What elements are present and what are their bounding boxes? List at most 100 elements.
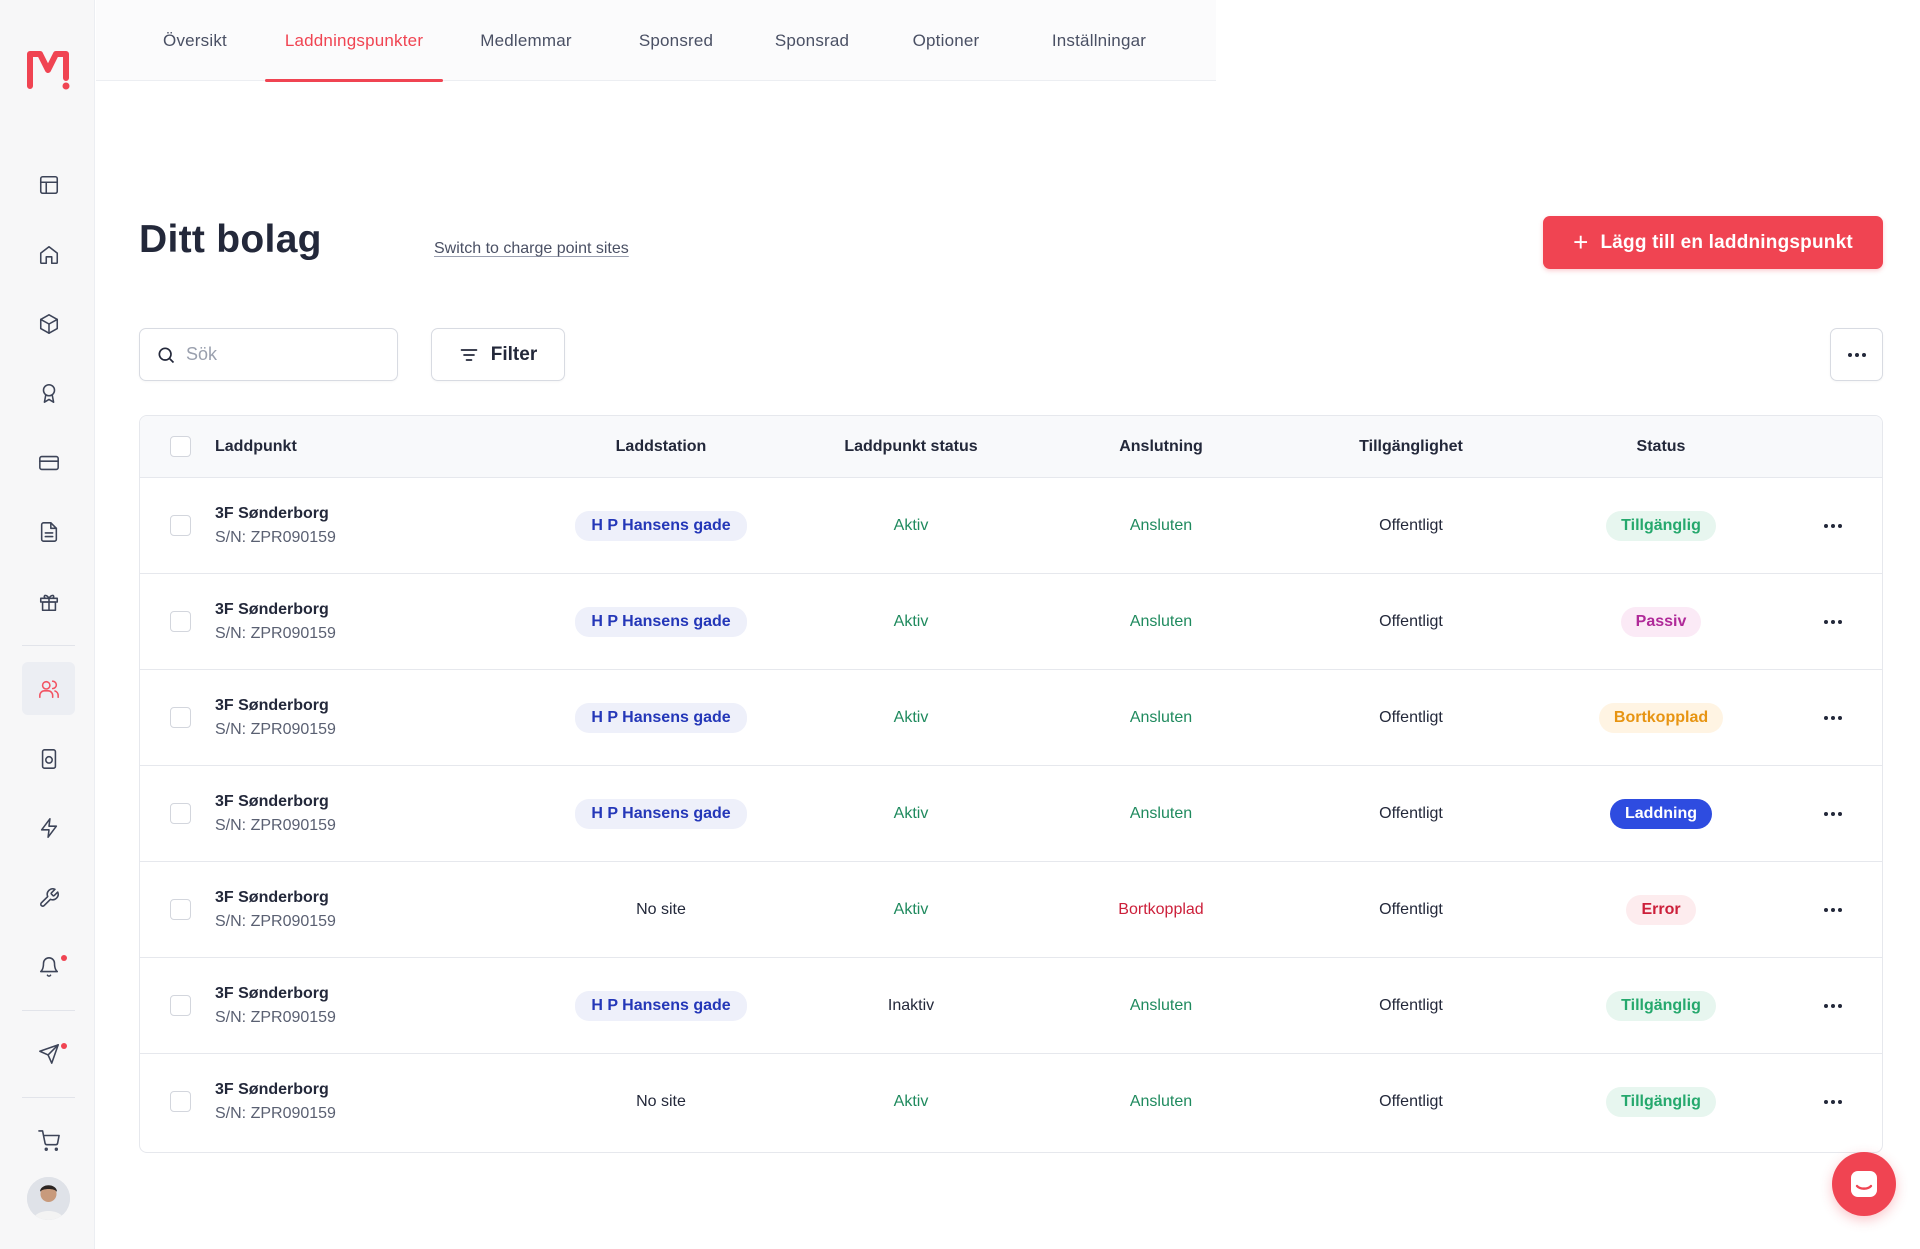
row-checkbox[interactable] — [170, 995, 191, 1016]
charge-point-name[interactable]: 3F Sønderborg — [215, 985, 329, 1002]
users-icon[interactable] — [22, 662, 75, 715]
bell-icon[interactable] — [22, 940, 75, 993]
tab-oversikt[interactable]: Översikt — [163, 30, 227, 50]
notification-dot — [61, 955, 67, 961]
status-cell: Passiv — [1546, 574, 1776, 670]
tab-optioner[interactable]: Optioner — [912, 30, 980, 50]
row-more-button[interactable] — [1818, 478, 1848, 574]
tab-medlemmar[interactable]: Medlemmar — [480, 30, 572, 50]
charge-point-serial: S/N: ZPR090159 — [215, 1009, 336, 1026]
document-icon[interactable] — [22, 505, 75, 558]
station-pill[interactable]: H P Hansens gade — [575, 799, 747, 829]
row-checkbox[interactable] — [170, 899, 191, 920]
layout-icon[interactable] — [22, 158, 75, 211]
charge-point-serial: S/N: ZPR090159 — [215, 721, 336, 738]
filter-button[interactable]: Filter — [431, 328, 565, 381]
row-checkbox[interactable] — [170, 611, 191, 632]
station-pill[interactable]: H P Hansens gade — [575, 607, 747, 637]
availability-text: Offentligt — [1379, 1093, 1443, 1110]
sidebar — [0, 0, 95, 1249]
select-all-checkbox[interactable] — [170, 436, 191, 457]
row-more-button[interactable] — [1818, 574, 1848, 670]
laddstation-cell: H P Hansens gade — [546, 958, 776, 1054]
tab-laddningspunkter[interactable]: Laddningspunkter — [265, 0, 443, 82]
table-row[interactable]: 3F Sønderborg S/N: ZPR090159 H P Hansens… — [140, 574, 1882, 670]
station-pill[interactable]: H P Hansens gade — [575, 703, 747, 733]
tab-installningar[interactable]: Inställningar — [1051, 30, 1147, 50]
search-input[interactable] — [186, 344, 376, 365]
station-pill[interactable]: H P Hansens gade — [575, 991, 747, 1021]
charge-point-name[interactable]: 3F Sønderborg — [215, 505, 329, 522]
laddpunkt-cell: 3F Sønderborg S/N: ZPR090159 — [215, 574, 336, 670]
row-checkbox[interactable] — [170, 803, 191, 824]
charge-point-name[interactable]: 3F Sønderborg — [215, 697, 329, 714]
credit-card-icon[interactable] — [22, 436, 75, 489]
table-row[interactable]: 3F Sønderborg S/N: ZPR090159 No site Akt… — [140, 862, 1882, 958]
table-row[interactable]: 3F Sønderborg S/N: ZPR090159 H P Hansens… — [140, 670, 1882, 766]
cart-icon[interactable] — [22, 1114, 75, 1167]
cp-status-text: Aktiv — [893, 613, 929, 630]
row-checkbox[interactable] — [170, 1091, 191, 1112]
availability-text: Offentligt — [1379, 901, 1443, 918]
charge-points-table: Laddpunkt Laddstation Laddpunkt status A… — [139, 415, 1883, 1153]
award-icon[interactable] — [22, 366, 75, 419]
column-header-tillganglighet[interactable]: Tillgänglighet — [1359, 438, 1463, 455]
laddstation-cell: H P Hansens gade — [546, 670, 776, 766]
column-header-laddstation[interactable]: Laddstation — [615, 438, 707, 455]
top-tabs: Översikt Laddningspunkter Medlemmar Spon… — [96, 0, 1216, 82]
more-horizontal-icon — [1847, 352, 1866, 357]
tab-sponsrad[interactable]: Sponsrad — [774, 30, 850, 50]
laddpunkt-cell: 3F Sønderborg S/N: ZPR090159 — [215, 958, 336, 1054]
status-badge: Tillgänglig — [1606, 511, 1716, 541]
sidebar-divider — [22, 645, 75, 646]
column-header-laddpunkt[interactable]: Laddpunkt — [215, 438, 297, 455]
station-pill[interactable]: H P Hansens gade — [575, 511, 747, 541]
lightning-icon[interactable] — [22, 801, 75, 854]
send-icon[interactable] — [22, 1027, 75, 1080]
availability-text: Offentligt — [1379, 709, 1443, 726]
table-row[interactable]: 3F Sønderborg S/N: ZPR090159 No site Akt… — [140, 1054, 1882, 1150]
device-icon[interactable] — [22, 732, 75, 785]
switch-to-sites-link[interactable]: Switch to charge point sites — [434, 240, 629, 257]
sidebar-divider — [22, 1097, 75, 1098]
charge-point-name[interactable]: 3F Sønderborg — [215, 1081, 329, 1098]
row-more-button[interactable] — [1818, 766, 1848, 862]
more-horizontal-icon — [1824, 524, 1842, 528]
row-checkbox[interactable] — [170, 515, 191, 536]
column-header-laddpunkt-status[interactable]: Laddpunkt status — [844, 438, 978, 455]
row-more-button[interactable] — [1818, 1054, 1848, 1150]
m-logo-icon[interactable] — [26, 48, 70, 90]
charge-point-name[interactable]: 3F Sønderborg — [215, 601, 329, 618]
charge-point-name[interactable]: 3F Sønderborg — [215, 793, 329, 810]
table-row[interactable]: 3F Sønderborg S/N: ZPR090159 H P Hansens… — [140, 958, 1882, 1054]
more-options-button[interactable] — [1830, 328, 1883, 381]
column-header-anslutning[interactable]: Anslutning — [1119, 438, 1203, 455]
avatar[interactable] — [27, 1177, 70, 1220]
status-cell: Tillgänglig — [1546, 1054, 1776, 1150]
add-charge-point-button[interactable]: + Lägg till en laddningspunkt — [1543, 216, 1883, 269]
chat-button[interactable] — [1832, 1152, 1896, 1216]
charge-point-name[interactable]: 3F Sønderborg — [215, 889, 329, 906]
tab-sponsred[interactable]: Sponsred — [638, 30, 714, 50]
table-row[interactable]: 3F Sønderborg S/N: ZPR090159 H P Hansens… — [140, 478, 1882, 574]
box-icon[interactable] — [22, 297, 75, 350]
table-row[interactable]: 3F Sønderborg S/N: ZPR090159 H P Hansens… — [140, 766, 1882, 862]
connection-text: Ansluten — [1129, 709, 1193, 726]
row-more-button[interactable] — [1818, 958, 1848, 1054]
row-more-button[interactable] — [1818, 862, 1848, 958]
laddstation-cell: H P Hansens gade — [546, 478, 776, 574]
plus-icon: + — [1573, 226, 1589, 257]
station-text: No site — [636, 901, 686, 918]
column-header-status[interactable]: Status — [1636, 438, 1686, 455]
wrench-icon[interactable] — [22, 871, 75, 924]
page-title: Ditt bolag — [139, 218, 322, 261]
status-badge: Bortkopplad — [1598, 703, 1724, 733]
search-box[interactable] — [139, 328, 398, 381]
home-icon[interactable] — [22, 228, 75, 281]
status-cell: Error — [1546, 862, 1776, 958]
gift-icon[interactable] — [22, 575, 75, 628]
row-checkbox[interactable] — [170, 707, 191, 728]
connection-text: Ansluten — [1129, 997, 1193, 1014]
cp-status-text: Aktiv — [893, 709, 929, 726]
row-more-button[interactable] — [1818, 670, 1848, 766]
